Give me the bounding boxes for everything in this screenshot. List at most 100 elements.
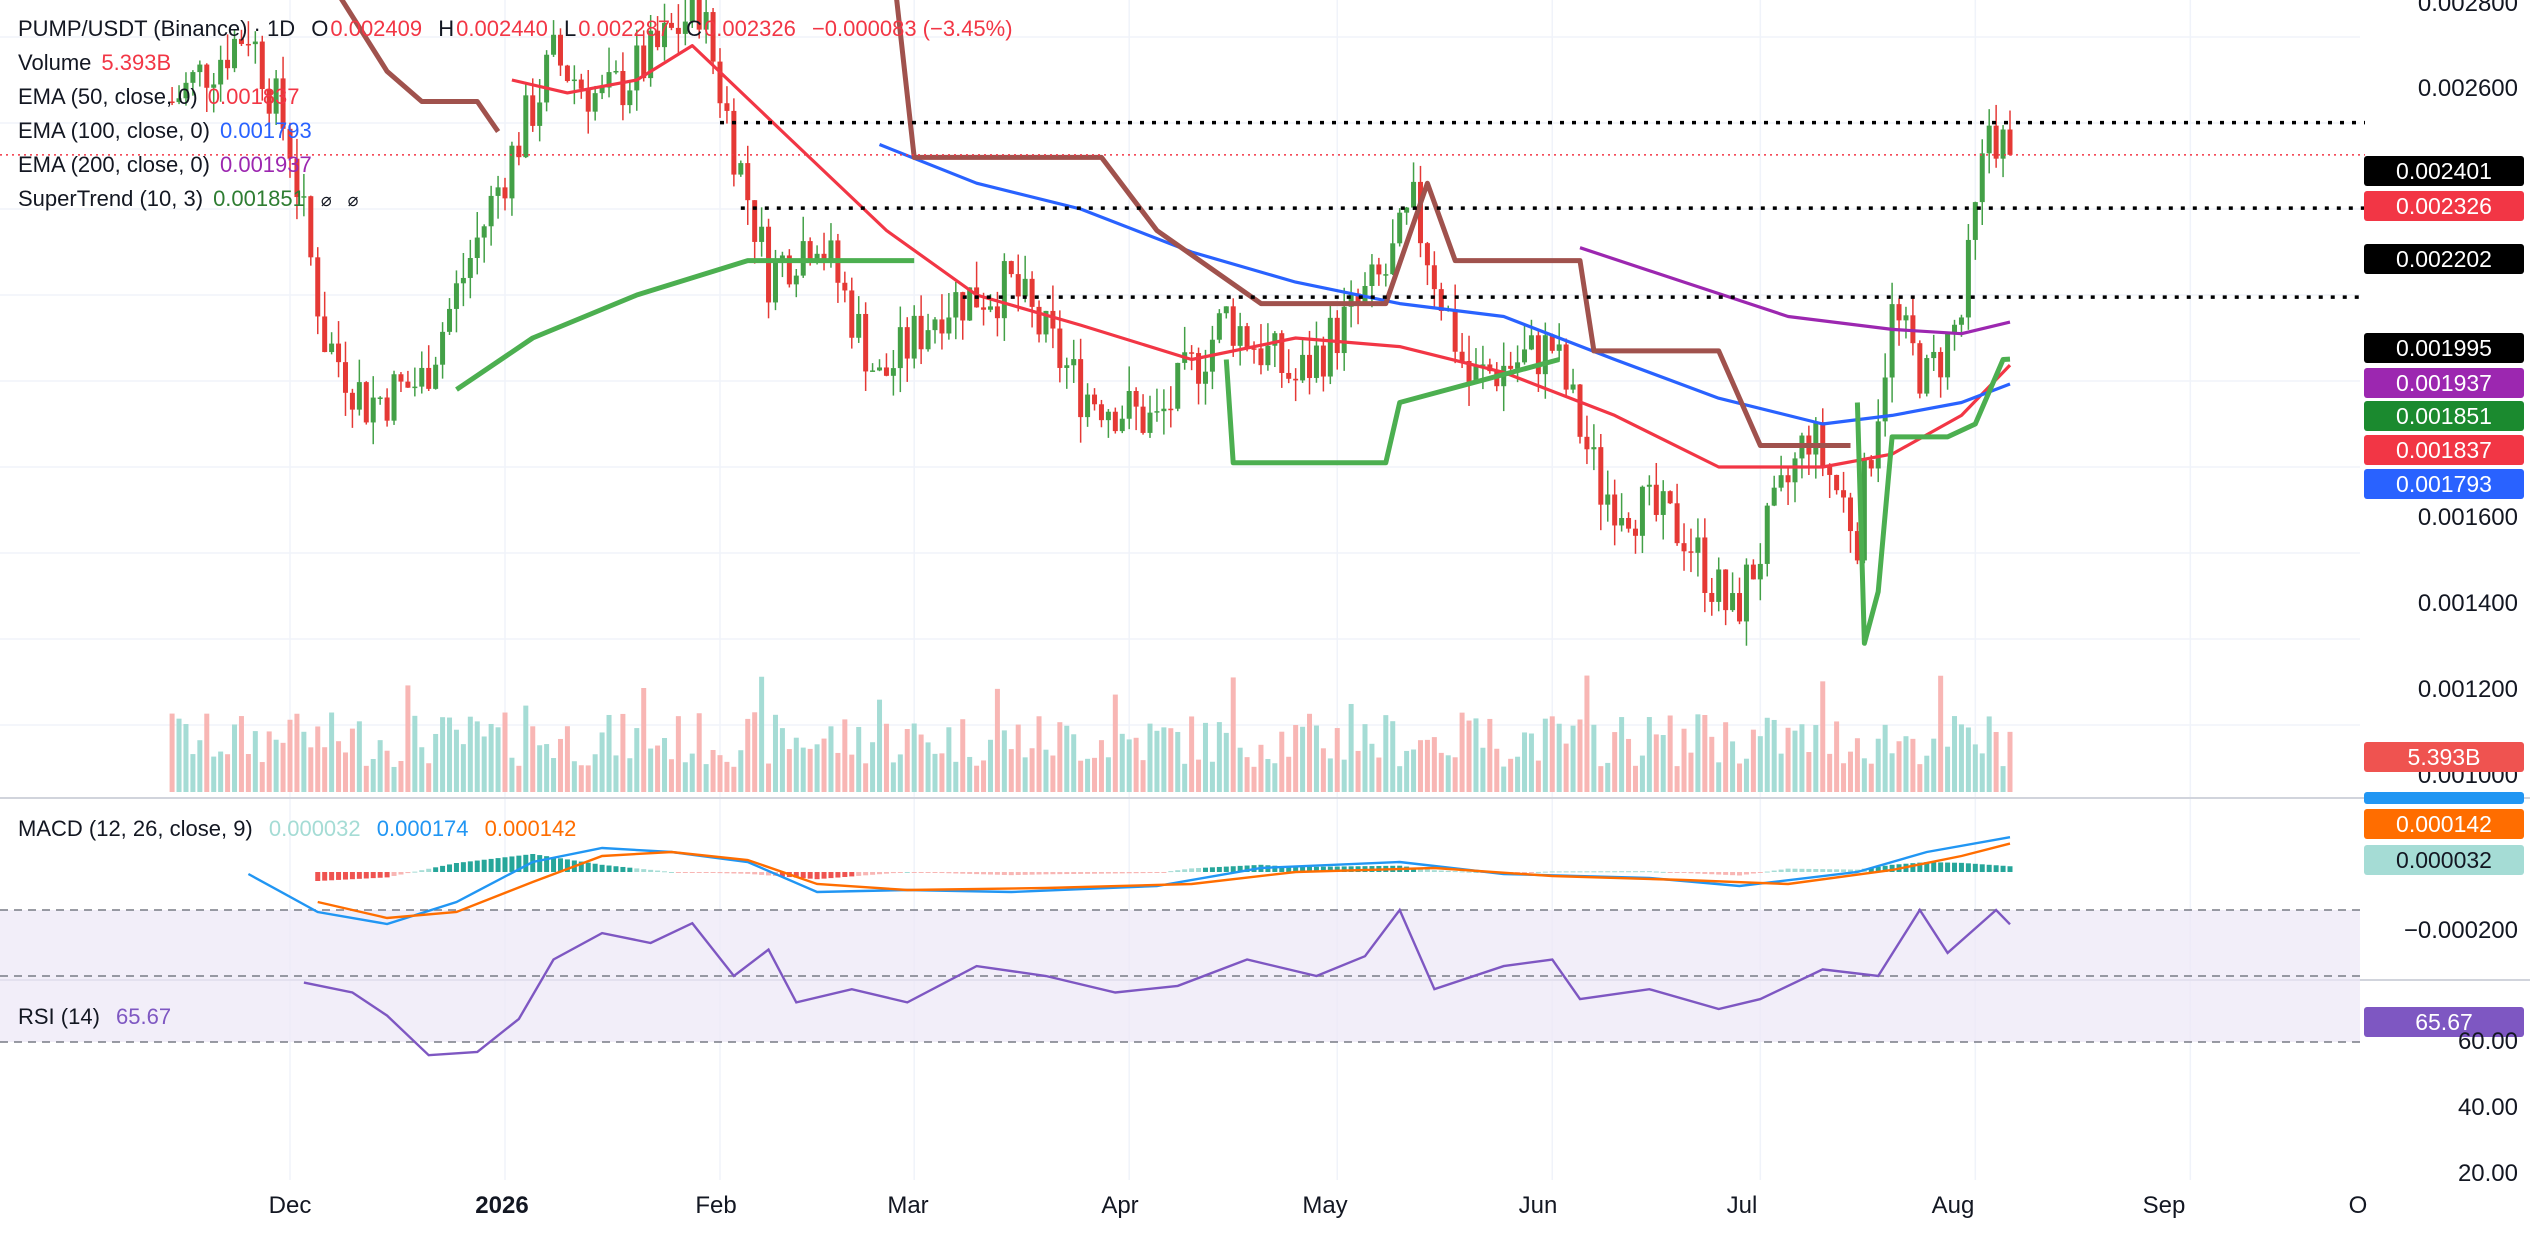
candle-body xyxy=(2007,129,2013,155)
macd-hist-bar xyxy=(1674,872,1680,873)
candle-body xyxy=(1528,335,1534,350)
volume-bar xyxy=(1528,733,1534,792)
symbol-title[interactable]: PUMP/USDT (Binance) · 1D xyxy=(18,16,296,41)
volume-bar xyxy=(398,761,404,792)
macd-hist-bar xyxy=(883,872,889,874)
legend-ema100[interactable]: EMA (100, close, 0) 0.001793 xyxy=(18,114,1023,148)
volume-bar xyxy=(530,726,536,792)
price-tick: 0.001600 xyxy=(2417,504,2518,531)
macd-hist-bar xyxy=(1889,864,1895,872)
volume-bar xyxy=(169,713,175,792)
legend-volume[interactable]: Volume 5.393B xyxy=(18,46,1023,80)
volume-bar xyxy=(329,712,335,792)
candle-body xyxy=(890,368,896,376)
legend-rsi[interactable]: RSI (14) 65.67 xyxy=(18,1000,181,1034)
legend-macd[interactable]: MACD (12, 26, close, 9) 0.000032 0.00017… xyxy=(18,812,586,846)
legend-ema200[interactable]: EMA (200, close, 0) 0.001937 xyxy=(18,148,1023,182)
volume-bar xyxy=(1307,713,1313,792)
macd-hist-bar xyxy=(1778,869,1784,872)
volume-bar xyxy=(218,751,224,792)
candle-body xyxy=(398,374,404,382)
volume-bar xyxy=(1563,743,1569,792)
macd-hist-bar xyxy=(1307,866,1313,872)
volume-bar xyxy=(1847,751,1853,792)
candle-body xyxy=(960,292,966,321)
macd-hist-bar xyxy=(856,872,862,876)
macd-hist-bar xyxy=(1806,868,1812,872)
candle-body xyxy=(1841,490,1847,498)
macd-hist-bar xyxy=(1952,862,1958,872)
macd-hist-bar xyxy=(1147,872,1153,874)
volume-bar xyxy=(641,688,647,792)
volume-bar xyxy=(1417,740,1423,792)
macd-hist-bar xyxy=(2000,865,2006,872)
ema200-tag: 0.001937 xyxy=(2364,368,2524,398)
volume-bar xyxy=(1258,744,1264,792)
macd-hist-bar xyxy=(544,856,550,872)
candle-body xyxy=(1036,306,1042,335)
candle-body xyxy=(1397,212,1403,244)
volume-bar xyxy=(1230,677,1236,792)
volume-bar xyxy=(176,718,182,792)
candle-body xyxy=(1258,348,1264,366)
macd-hist-bar xyxy=(1293,867,1299,872)
macd-hist-bar xyxy=(1639,871,1645,873)
candle-body xyxy=(1196,353,1202,384)
candle-body xyxy=(530,95,536,126)
macd-hist-bar xyxy=(1029,872,1035,875)
macd-hist-bar xyxy=(1348,866,1354,872)
macd-hist-bar xyxy=(939,872,945,874)
candle-body xyxy=(1161,408,1167,412)
volume-bar xyxy=(551,758,557,792)
volume-bar xyxy=(266,731,272,792)
macd-hist-bar xyxy=(1182,869,1188,872)
candle-body xyxy=(342,362,348,393)
candle-body xyxy=(1355,293,1361,303)
volume-bar xyxy=(1542,718,1548,792)
legend-ema50[interactable]: EMA (50, close, 0) 0.001837 xyxy=(18,80,1023,114)
macd-hist-bar xyxy=(1695,872,1701,874)
volume-bar xyxy=(849,754,855,792)
ema100-value: 0.001793 xyxy=(219,118,312,143)
volume-bar xyxy=(232,724,238,792)
macd-hist-bar xyxy=(1522,872,1528,873)
candle-body xyxy=(1112,411,1118,432)
candle-body xyxy=(1272,333,1278,346)
volume-bar xyxy=(544,744,550,792)
volume-bar xyxy=(1681,728,1687,792)
legend-supertrend[interactable]: SuperTrend (10, 3) 0.001851 ⌀ ⌀ xyxy=(18,182,1023,217)
candle-body xyxy=(488,195,494,227)
volume-bar xyxy=(585,765,591,792)
macd-hist-bar xyxy=(585,862,591,872)
macd-hist-bar xyxy=(592,863,598,872)
candle-body xyxy=(1334,317,1340,354)
supertrend-name: SuperTrend (10, 3) xyxy=(18,186,204,211)
macd-hist-bar xyxy=(1632,871,1638,873)
macd-hist-bar xyxy=(1993,865,1999,872)
volume-bar xyxy=(1445,755,1451,792)
candle-body xyxy=(883,367,889,376)
rsi-tick: 20.00 xyxy=(2457,1160,2518,1184)
macd-hist-bar xyxy=(1841,869,1847,872)
volume-bar xyxy=(1119,733,1125,792)
candle-body xyxy=(1431,265,1437,290)
volume-bar xyxy=(717,755,723,792)
macd-hist-bar xyxy=(1279,866,1285,872)
candle-body xyxy=(1320,345,1326,377)
macd-hist-bar xyxy=(551,857,557,872)
volume-bar xyxy=(1147,723,1153,792)
macd-hist-bar xyxy=(1924,862,1930,872)
time-tick: Apr xyxy=(1101,1192,1139,1219)
candle-body xyxy=(433,364,439,389)
macd-hist-bar xyxy=(1473,871,1479,873)
volume-bar xyxy=(1958,724,1964,792)
volume-bar xyxy=(1390,721,1396,792)
candle-body xyxy=(1549,335,1555,351)
volume-bar xyxy=(925,742,931,792)
candle-body xyxy=(183,82,189,99)
volume-bar xyxy=(939,753,945,792)
candle-body xyxy=(1563,344,1569,390)
volume-bar xyxy=(1945,746,1951,792)
macd-hist-bar xyxy=(419,870,425,872)
